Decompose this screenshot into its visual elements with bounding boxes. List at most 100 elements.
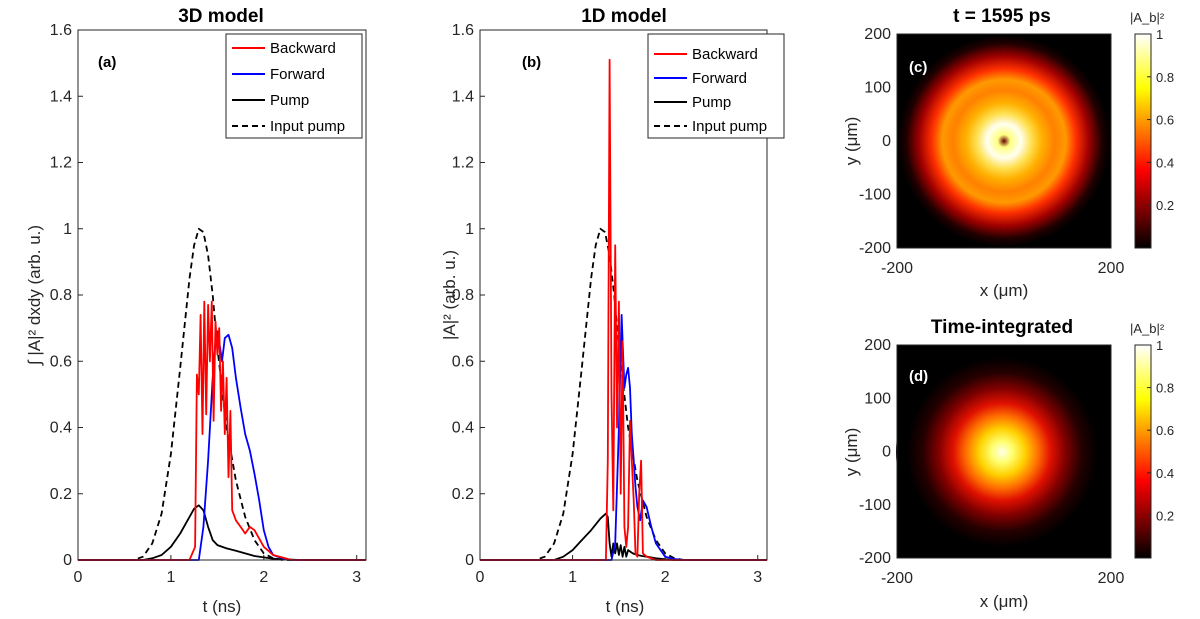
panel-c-ytick-label: 100 (864, 80, 891, 97)
panel-b-ytick-label: 1.2 (452, 155, 474, 172)
panel-b-ylabel: |A|² (arb. u.) (440, 250, 459, 340)
panel-d-xtick-label: 200 (1098, 570, 1125, 587)
panel-a-xtick-label: 2 (259, 569, 268, 586)
panel-a-legend-backward: Backward (270, 40, 336, 57)
panel-c-colorbar-tick-label: 1 (1156, 27, 1163, 42)
panel-d-colorbar-label: |A_b|² (1130, 321, 1165, 336)
panel-a-ytick-label: 1.4 (50, 88, 72, 105)
panel-d-colorbar-tick-label: 1 (1156, 338, 1163, 353)
panel-b-title: 1D model (581, 6, 667, 27)
panel-b-ytick-label: 0.6 (452, 353, 474, 370)
panel-c-ytick-label: -200 (859, 240, 891, 257)
panel-a-ytick-label: 1 (63, 221, 72, 238)
panel-c-ytick-label: 0 (882, 133, 891, 150)
panel-c-xtick-label: 200 (1098, 260, 1125, 277)
panel-d-ticks: 200 100 0 -100 -200 -200 200 (859, 337, 1124, 587)
panel-c-colorbar-tick-label: 0.6 (1156, 113, 1174, 128)
panel-d-ytick-label: 100 (864, 390, 891, 407)
panel-c-colorbar-tick-label: 0.2 (1156, 198, 1174, 213)
panel-a-ytick-label: 0.8 (50, 287, 72, 304)
panel-a-legend-forward: Forward (270, 66, 325, 83)
panel-d-colorbar (1134, 344, 1152, 559)
panel-b-series-backward (480, 58, 767, 561)
panel-d-heatmap-spot (896, 346, 1108, 558)
panel-b-ytick-label: 0.2 (452, 486, 474, 503)
panel-a-xtick-label: 3 (352, 569, 361, 586)
panel-d-xtick-label: -200 (881, 570, 913, 587)
panel-b-legend-forward: Forward (692, 70, 747, 87)
panel-b-ytick-label: 1.4 (452, 88, 474, 105)
panel-b-legend-box (647, 33, 785, 139)
panel-b-xtick-label: 3 (753, 569, 762, 586)
panel-a-ytick-label: 1.2 (50, 155, 72, 172)
panel-a-ytick-label: 0 (63, 552, 72, 569)
panel-a-xtick-label: 1 (166, 569, 175, 586)
panel-a-legend: Backward Forward Pump Input pump (225, 33, 363, 139)
panel-c-xtick-label: -200 (881, 260, 913, 277)
panel-b-xtick-label: 1 (568, 569, 577, 586)
panel-c-label: (c) (909, 59, 927, 76)
panel-b-legend-input-pump: Input pump (692, 118, 767, 135)
panel-a-xtick-label: 0 (74, 569, 83, 586)
panel-c-colorbar-label: |A_b|² (1130, 10, 1165, 25)
panel-c-ytick-label: -100 (859, 187, 891, 204)
panel-c: t = 1595 ps (c) 200 100 0 -100 -200 -200 200 x… (842, 6, 1174, 300)
panel-d-ylabel: y (μm) (842, 428, 861, 477)
panel-d-ytick-label: -100 (859, 497, 891, 514)
panel-b-xlabel: t (ns) (606, 597, 645, 616)
panel-c-colorbar-tick-label: 0.8 (1156, 70, 1174, 85)
panel-b-legend-pump: Pump (692, 94, 731, 111)
panel-a-ytick-label: 0.4 (50, 420, 72, 437)
panel-a-ytick-label: 0.6 (50, 353, 72, 370)
panel-b-ytick-label: 1 (465, 221, 474, 238)
panel-d-label: (d) (909, 368, 928, 385)
panel-d-ytick-label: -200 (859, 550, 891, 567)
panel-d-colorbar-ticks: 1 0.8 0.6 0.4 0.2 (1147, 338, 1174, 523)
panel-a-ytick-label: 0.2 (50, 486, 72, 503)
panel-c-title: t = 1595 ps (953, 6, 1051, 27)
panel-d-ytick-label: 0 (882, 444, 891, 461)
panel-c-axes-frame (896, 33, 1112, 249)
panel-b-plot-area: 0 0.2 0.4 0.6 0.8 1 1.2 1.4 1.6 0 1 2 3 (452, 22, 767, 586)
panel-b-axes-frame (479, 29, 768, 561)
panel-c-colorbar-tick-label: 0.4 (1156, 155, 1174, 170)
panel-d-colorbar-tick-label: 0.6 (1156, 423, 1174, 438)
panel-a-plot-area: 0 0.2 0.4 0.6 0.8 1 1.2 1.4 1.6 0 1 2 3 (50, 22, 366, 586)
panel-b-ytick-label: 1.6 (452, 22, 474, 39)
panel-a-title: 3D model (178, 6, 264, 27)
panel-b-xtick-label: 0 (476, 569, 485, 586)
panel-a-legend-pump: Pump (270, 92, 309, 109)
panel-a-series-backward (78, 300, 366, 561)
panel-c-ticks: 200 100 0 -100 -200 -200 200 (859, 26, 1124, 277)
panel-b-legend: Backward Forward Pump Input pump (647, 33, 785, 139)
panel-b-ytick-label: 0.4 (452, 420, 474, 437)
panel-a: 3D model 0 0.2 0.4 0.6 0.8 1 1.2 1.4 1.6 0 1 2 3 (a)… (25, 6, 367, 616)
panel-c-ytick-label: 200 (864, 26, 891, 43)
panel-b-ytick-label: 0.8 (452, 287, 474, 304)
panel-a-xlabel: t (ns) (203, 597, 242, 616)
panel-c-ylabel: y (μm) (842, 117, 861, 166)
panel-c-xlabel: x (μm) (980, 281, 1029, 300)
panel-a-series-forward (78, 330, 366, 561)
panel-b-ytick-label: 0 (465, 552, 474, 569)
panel-d-colorbar-tick-label: 0.4 (1156, 466, 1174, 481)
panel-c-heatmap-ring (898, 35, 1110, 247)
panel-a-legend-input-pump: Input pump (270, 118, 345, 135)
panel-b-xtick-label: 2 (661, 569, 670, 586)
panel-c-colorbar-ticks: 1 0.8 0.6 0.4 0.2 (1147, 27, 1174, 213)
panel-c-colorbar (1134, 33, 1152, 249)
panel-b: 1D model 0 0.2 0.4 0.6 0.8 1 1.2 1.4 1.6 0 1 2 3 (b)… (440, 6, 785, 616)
panel-a-ytick-label: 1.6 (50, 22, 72, 39)
panel-a-legend-box (225, 33, 363, 139)
panel-d-ytick-label: 200 (864, 337, 891, 354)
panel-a-label: (a) (98, 54, 116, 71)
panel-b-legend-backward: Backward (692, 46, 758, 63)
panel-d-colorbar-tick-label: 0.8 (1156, 381, 1174, 396)
panel-d-axes-frame (896, 344, 1112, 559)
panel-d-xlabel: x (μm) (980, 592, 1029, 611)
panel-b-series-pump (480, 512, 767, 561)
panel-b-label: (b) (522, 54, 541, 71)
panel-d-title: Time-integrated (931, 317, 1073, 338)
